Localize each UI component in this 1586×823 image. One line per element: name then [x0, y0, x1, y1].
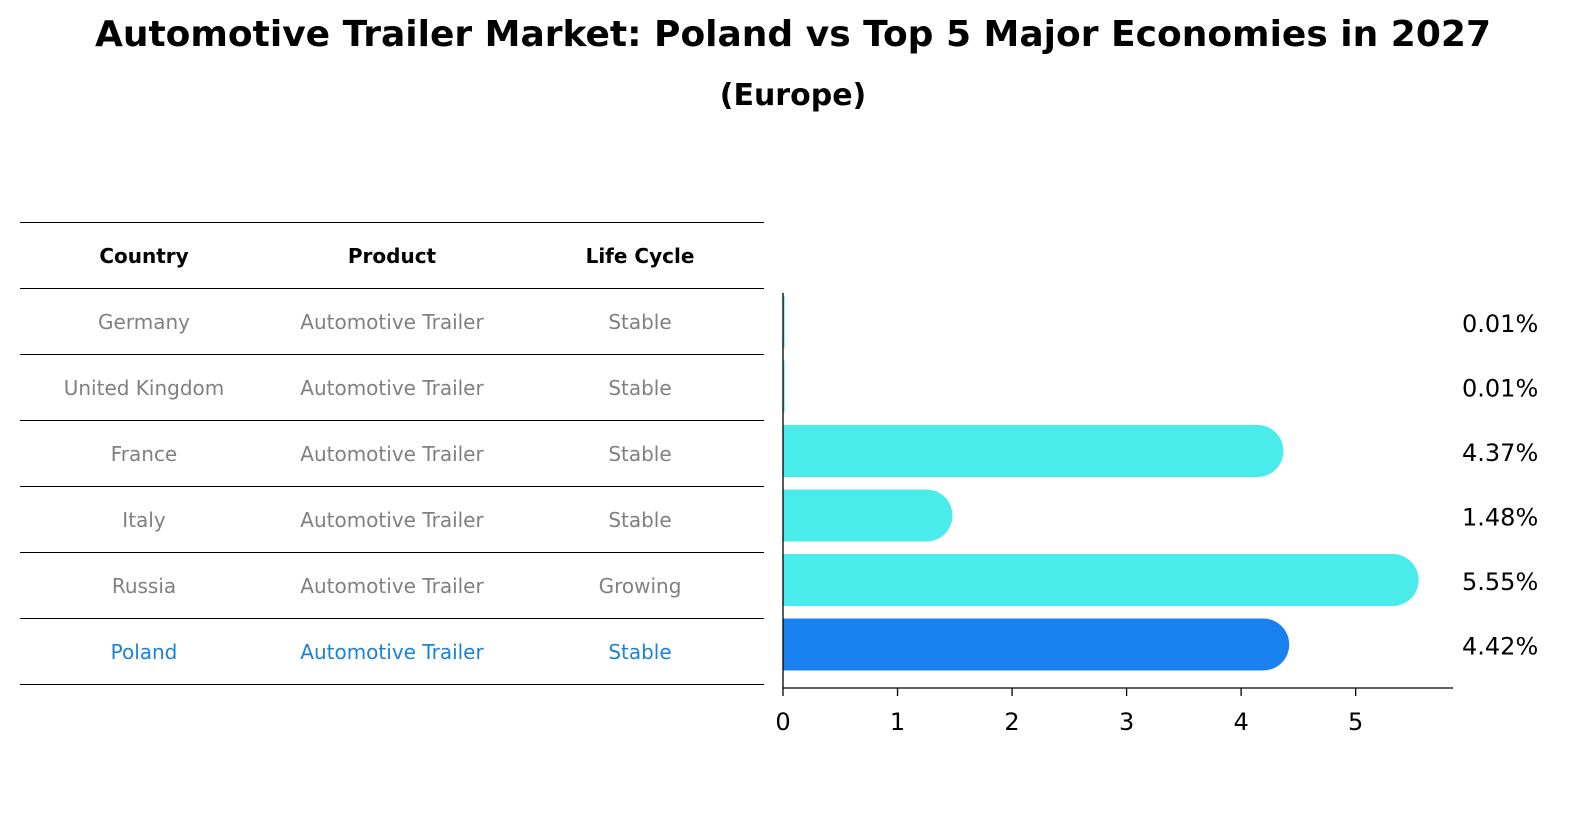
bar	[783, 489, 953, 542]
bar	[783, 296, 785, 348]
bar	[783, 425, 1284, 477]
market-table: Country Product Life Cycle Germany Autom…	[20, 222, 764, 685]
cell-life-cycle: Growing	[516, 552, 764, 619]
x-tick-label: 2	[1004, 708, 1019, 736]
bar	[783, 360, 785, 413]
table-header-row: Country Product Life Cycle	[20, 222, 764, 289]
cell-product: Automotive Trailer	[268, 618, 516, 685]
header-life-cycle: Life Cycle	[516, 222, 764, 289]
cell-product: Automotive Trailer	[268, 288, 516, 355]
cell-life-cycle: Stable	[516, 420, 764, 487]
cell-life-cycle: Stable	[516, 288, 764, 355]
x-tick-label: 0	[775, 708, 790, 736]
cell-country: France	[20, 420, 268, 487]
chart-title: Automotive Trailer Market: Poland vs Top…	[94, 14, 1491, 55]
table-row: Italy Automotive Trailer Stable	[20, 486, 764, 553]
cell-country: Poland	[20, 618, 268, 685]
table-row-highlight: Poland Automotive Trailer Stable	[20, 618, 764, 685]
cell-life-cycle: Stable	[516, 618, 764, 685]
header-product: Product	[268, 222, 516, 289]
x-tick-label: 1	[890, 708, 905, 736]
bar-value-label: 5.55%	[1462, 568, 1538, 596]
cell-life-cycle: Stable	[516, 354, 764, 421]
cell-product: Automotive Trailer	[268, 354, 516, 421]
bar-value-label: 0.01%	[1462, 310, 1538, 338]
cell-product: Automotive Trailer	[268, 420, 516, 487]
cell-country: Russia	[20, 552, 268, 619]
table-row: France Automotive Trailer Stable	[20, 420, 764, 487]
bar	[783, 554, 1419, 606]
header-country: Country	[20, 222, 268, 289]
table-row: Germany Automotive Trailer Stable	[20, 288, 764, 355]
cell-country: United Kingdom	[20, 354, 268, 421]
bar-value-label: 1.48%	[1462, 504, 1538, 532]
bar-highlight	[783, 618, 1290, 671]
bar-value-label: 4.37%	[1462, 439, 1538, 467]
bar-value-label: 4.42%	[1462, 633, 1538, 661]
cell-life-cycle: Stable	[516, 486, 764, 553]
bar-chart: 0.01% 0.01% 4.37% 1.48% 5.55% 4.42% 0 1 2 3 4 5	[775, 293, 1538, 736]
cell-country: Germany	[20, 288, 268, 355]
x-tick-label: 3	[1119, 708, 1134, 736]
cell-country: Italy	[20, 486, 268, 553]
table-row: Russia Automotive Trailer Growing	[20, 552, 764, 619]
x-tick-label: 5	[1348, 708, 1363, 736]
cell-product: Automotive Trailer	[268, 552, 516, 619]
cell-product: Automotive Trailer	[268, 486, 516, 553]
bar-value-label: 0.01%	[1462, 375, 1538, 403]
table-row: United Kingdom Automotive Trailer Stable	[20, 354, 764, 421]
x-tick-label: 4	[1233, 708, 1248, 736]
chart-subtitle: (Europe)	[719, 78, 867, 113]
